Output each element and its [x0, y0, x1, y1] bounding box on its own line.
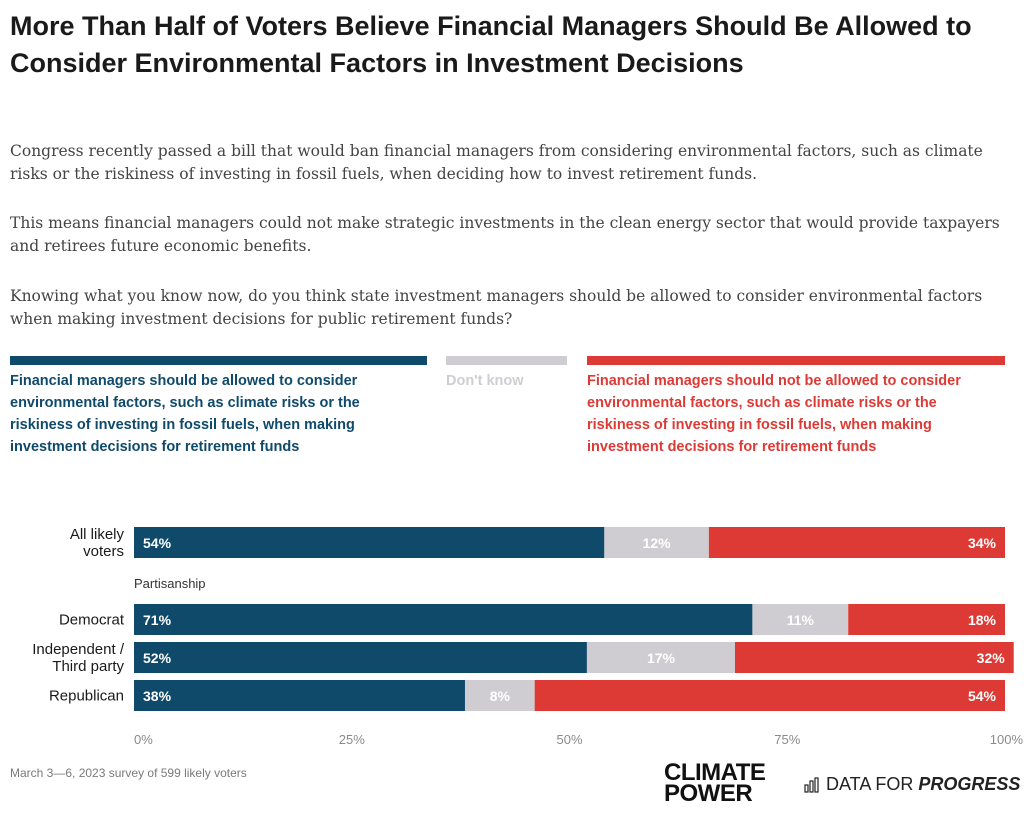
data-label: 54%	[968, 688, 997, 704]
category-label: Third party	[52, 658, 124, 675]
x-tick-label: 50%	[556, 732, 582, 747]
legend-label-dont-know: Don't know	[446, 373, 524, 389]
category-label: Democrat	[59, 612, 125, 629]
bar-segment	[134, 527, 605, 558]
bar-segment	[134, 680, 465, 711]
climate-power-logo-line1: CLIMATE	[664, 759, 766, 786]
intro-paragraph-3: Knowing what you know now, do you think …	[10, 287, 983, 328]
x-tick-label: 25%	[339, 732, 365, 747]
x-tick-label: 0%	[134, 732, 153, 747]
data-label: 52%	[143, 650, 172, 666]
group-label-partisanship: Partisanship	[134, 576, 206, 591]
data-label: 18%	[968, 612, 997, 628]
bar-segment	[604, 527, 709, 558]
data-label: 12%	[643, 535, 672, 551]
bar-segment	[134, 604, 753, 635]
legend-swatch-allowed	[10, 356, 427, 365]
intro-paragraph-2: This means financial managers could not …	[10, 214, 1000, 255]
bar-segment	[708, 527, 1005, 558]
bar-segment	[464, 680, 535, 711]
category-label: Republican	[49, 688, 124, 705]
data-for-progress-logo: DATA FOR PROGRESS	[804, 774, 1020, 795]
data-label: 32%	[977, 650, 1006, 666]
data-label: 8%	[490, 688, 511, 704]
data-label: 38%	[143, 688, 172, 704]
climate-power-logo-line2: POWER	[664, 780, 753, 807]
category-label: All likely	[70, 526, 125, 543]
logo-dfp-emph: PROGRESS	[918, 774, 1021, 794]
data-label: 54%	[143, 535, 172, 551]
legend-swatch-dont-know	[446, 356, 567, 365]
legend-label-allowed: Financial managers should be allowed to …	[10, 373, 360, 455]
legend-label-not-allowed: Financial managers should not be allowed…	[587, 373, 961, 455]
data-label: 11%	[787, 612, 815, 628]
logo-dfp-plain: DATA FOR	[826, 774, 919, 794]
bar-segment	[734, 642, 1014, 673]
data-label: 34%	[968, 535, 997, 551]
category-label: voters	[83, 543, 124, 560]
x-tick-label: 75%	[774, 732, 800, 747]
survey-source-note: March 3—6, 2023 survey of 599 likely vot…	[10, 766, 247, 780]
bar-segment	[752, 604, 849, 635]
bar-segment	[134, 642, 587, 673]
climate-power-logo: CLIMATE POWER	[664, 759, 766, 807]
bar-segment	[848, 604, 1005, 635]
x-tick-label: 100%	[990, 732, 1024, 747]
category-label: Independent /	[32, 641, 125, 658]
data-label: 17%	[647, 650, 676, 666]
data-label: 71%	[143, 612, 172, 628]
bar-segment	[534, 680, 1005, 711]
chart-title: More Than Half of Voters Believe Financi…	[10, 11, 972, 78]
bar-segment	[586, 642, 735, 673]
intro-paragraph-1: Congress recently passed a bill that wou…	[10, 142, 983, 183]
legend-swatch-not-allowed	[587, 356, 1005, 365]
bar-chart-icon	[804, 776, 819, 793]
